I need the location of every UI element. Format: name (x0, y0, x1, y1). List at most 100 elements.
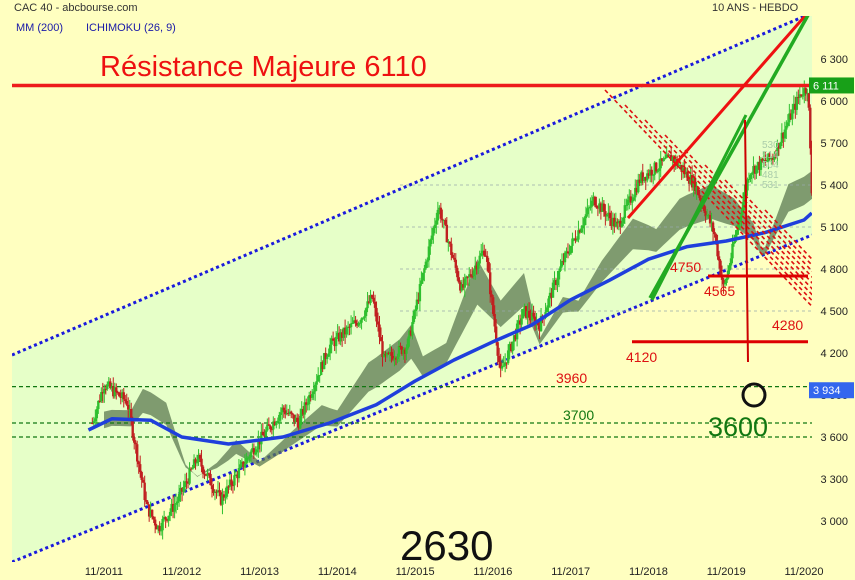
candle-body (136, 444, 139, 462)
candle-body (189, 468, 193, 470)
candle-body (150, 509, 154, 517)
candle-body (753, 166, 757, 174)
candle-body (463, 278, 466, 288)
candle-body (315, 381, 318, 385)
candle-body (698, 194, 701, 198)
candle-body (110, 386, 113, 389)
candle-body (420, 280, 423, 285)
candle-body (777, 143, 781, 149)
candle-body (801, 95, 805, 97)
candle-body (183, 481, 187, 488)
candle-body (103, 388, 106, 394)
candle-body (294, 417, 297, 422)
x-tick-label: 11/2018 (629, 566, 668, 578)
candle-body (143, 482, 146, 501)
candle-body (678, 164, 682, 166)
candle-body (438, 207, 441, 210)
candle-body (771, 158, 775, 160)
candle-body (414, 309, 417, 312)
candle-body (106, 384, 109, 390)
candle-body (614, 221, 618, 227)
candle-body (550, 292, 553, 298)
candle-body (770, 158, 773, 160)
candle-body (327, 353, 330, 357)
candle-body (454, 259, 457, 268)
x-tick-label: 11/2020 (785, 566, 824, 578)
candle-body (788, 113, 791, 123)
candle-body (444, 219, 447, 225)
candle-body (605, 214, 609, 217)
mini-label: 530 (762, 140, 779, 151)
candle-body (372, 297, 375, 302)
candle-body (714, 234, 718, 242)
candle-body (786, 122, 790, 126)
candle-body (779, 142, 782, 149)
candle-body (728, 265, 731, 271)
mini-label: 504 (762, 160, 779, 171)
candle-body (116, 392, 119, 394)
candle-body (273, 421, 277, 426)
candle-body (756, 162, 760, 166)
candle-body (119, 396, 122, 398)
candle-body (412, 311, 416, 323)
candle-body (468, 274, 471, 278)
candle-body (387, 352, 390, 354)
candle-body (649, 169, 652, 176)
candle-body (270, 429, 274, 431)
candle-body (92, 421, 96, 424)
candle-body (287, 412, 290, 414)
candle-body (668, 154, 671, 156)
candle-body (418, 284, 422, 302)
candle-body (669, 154, 673, 161)
candle-body (281, 407, 284, 413)
candle-body (209, 473, 212, 486)
candle-body (399, 345, 402, 347)
candle-body (122, 392, 125, 400)
candle-body (617, 220, 621, 224)
candle-body (737, 221, 740, 231)
candle-body (104, 388, 107, 390)
candle-body (554, 280, 558, 286)
candle-body (487, 261, 490, 273)
candle-body (782, 132, 785, 139)
candle-body (342, 327, 345, 338)
candle-body (349, 323, 353, 328)
candle-body (218, 490, 221, 493)
candle-body (186, 481, 190, 484)
resistance-badge (809, 77, 854, 94)
candle-body (118, 392, 121, 397)
candle-body (635, 187, 638, 193)
candle-body (806, 93, 809, 95)
candle-body (708, 215, 712, 224)
candle-body (267, 424, 271, 426)
candle-body (625, 205, 628, 207)
candle-body (765, 161, 769, 163)
candle-body (650, 169, 653, 176)
candle-body (290, 411, 293, 414)
x-tick-label: 11/2012 (162, 566, 201, 578)
candle-body (364, 308, 368, 317)
candle-body (197, 455, 200, 463)
candle-body (480, 253, 483, 256)
candle-body (465, 276, 468, 279)
candle-body (595, 205, 598, 208)
candle-body (493, 313, 496, 327)
candle-body (121, 392, 124, 398)
candle-body (363, 316, 366, 318)
candle-body (173, 504, 176, 512)
candle-body (536, 321, 540, 326)
candle-body (566, 251, 570, 254)
candle-body (385, 352, 389, 356)
candle-body (586, 208, 589, 215)
candle-body (376, 321, 380, 325)
candle-body (216, 490, 220, 493)
candle-body (773, 155, 776, 160)
candle-body (574, 238, 577, 241)
y-tick-label: 5 100 (820, 222, 848, 234)
candle-body (623, 205, 627, 218)
candle-body (475, 265, 478, 270)
candle-body (768, 153, 772, 159)
candle-body (681, 168, 685, 172)
candle-body (198, 455, 202, 459)
candle-body (182, 487, 185, 492)
